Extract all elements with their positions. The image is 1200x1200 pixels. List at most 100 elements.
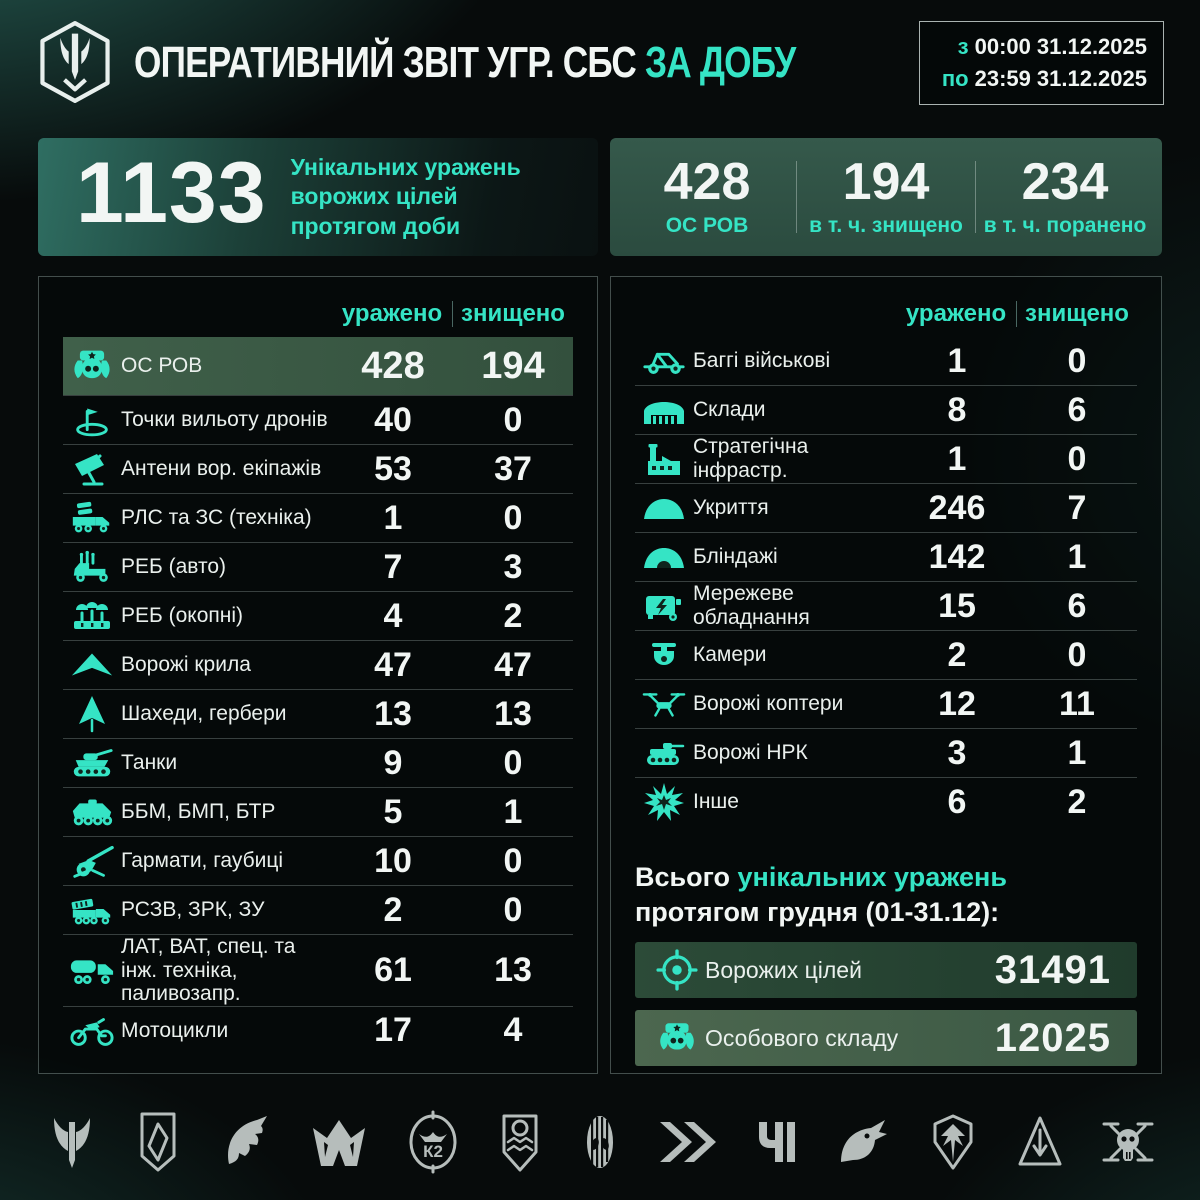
row-divider	[63, 395, 573, 396]
radar-vehicle-icon	[63, 500, 121, 536]
title-accent: ЗА ДОБУ	[645, 38, 796, 87]
row-divider	[63, 689, 573, 690]
satellite-dish-icon	[63, 450, 121, 488]
daily-total-label: Унікальних уражень ворожих цілей протяго…	[290, 153, 521, 239]
ugv-icon	[635, 738, 693, 768]
unit-logos-bar: К2	[0, 1074, 1200, 1196]
row-divider	[635, 728, 1137, 729]
row-divider	[63, 542, 573, 543]
targets-panel-right: уражено знищено Баггі військові 1 0	[610, 276, 1162, 1074]
skull-drone-logo	[1100, 1116, 1156, 1168]
table-row-ew-auto: РЕБ (авто) 7 3	[63, 543, 573, 591]
skull-ushanka-icon	[63, 344, 121, 388]
row-divider	[635, 434, 1137, 435]
sbs-trident-hexagon-logo	[36, 20, 114, 109]
row-divider	[63, 640, 573, 641]
card-divider	[796, 161, 797, 233]
period-to: по 23:59 31.12.2025	[941, 66, 1147, 91]
table-row-infrastructure: Стратегічна інфрастр. 1 0	[635, 435, 1137, 483]
mlrs-icon	[63, 892, 121, 928]
cctv-camera-icon	[635, 640, 693, 670]
winged-trident-logo	[44, 1110, 100, 1174]
target-icon	[649, 949, 705, 991]
drone-launch-point-icon	[63, 402, 121, 438]
row-divider	[63, 836, 573, 837]
generator-icon	[635, 589, 693, 623]
row-divider	[635, 532, 1137, 533]
monthly-row-targets: Ворожих цілей 31491	[635, 942, 1137, 999]
table-row-flying-wings: Ворожі крила 47 47	[63, 641, 573, 689]
table-row-buggy: Баггі військові 1 0	[635, 337, 1137, 385]
row-divider	[63, 591, 573, 592]
monthly-summary: Всього унікальних уражень протягом грудн…	[635, 860, 1137, 1067]
table-row-ugv: Ворожі НРК 3 1	[635, 729, 1137, 777]
report-period-box: з 00:00 31.12.2025 по 23:59 31.12.2025	[918, 21, 1164, 105]
table-row-tanks: Танки 9 0	[63, 739, 573, 787]
row-hit-value: 428	[361, 344, 425, 387]
explosion-icon	[635, 782, 693, 822]
row-divider	[63, 787, 573, 788]
page-title: ОПЕРАТИВНИЙ ЗВІТ УГР. СБС ЗА ДОБУ	[134, 38, 892, 88]
table-header: уражено знищено	[905, 300, 1129, 327]
phoenix-logo	[217, 1112, 273, 1172]
header-divider	[1016, 301, 1017, 327]
buggy-icon	[635, 345, 693, 377]
arrowhead-logo	[1014, 1114, 1066, 1170]
ew-vehicle-icon	[63, 549, 121, 585]
table-row-warehouses: Склади 8 6	[635, 386, 1137, 434]
card-divider	[975, 161, 976, 233]
row-destroyed-value: 194	[481, 344, 545, 387]
chi-monogram-logo	[751, 1114, 799, 1170]
flying-wing-icon	[63, 650, 121, 680]
personnel-wounded: 234 в т. ч. поранено	[983, 153, 1147, 237]
table-header: уражено знищено	[341, 300, 565, 327]
table-row-radar: РЛС та ЗС (техніка) 1 0	[63, 494, 573, 542]
truck-icon	[63, 953, 121, 987]
table-row-mlrs: РСЗВ, ЗРК, ЗУ 2 0	[63, 886, 573, 934]
eagle-head-logo	[833, 1114, 893, 1170]
table-row-network-equipment: Мережеве обладнання 15 6	[635, 582, 1137, 630]
crown-trident-logo	[307, 1112, 371, 1172]
row-divider	[635, 483, 1137, 484]
monthly-title: Всього унікальних уражень протягом грудн…	[635, 862, 1007, 928]
row-divider	[63, 885, 573, 886]
eagle-shield-logo	[927, 1112, 979, 1172]
motorcycle-icon	[63, 1015, 121, 1047]
svg-text:К2: К2	[423, 1142, 443, 1161]
table-row-artillery: Гармати, гаубиці 10 0	[63, 837, 573, 885]
factory-icon	[635, 441, 693, 477]
row-divider	[63, 738, 573, 739]
table-row-shelters: Укриття 246 7	[635, 484, 1137, 532]
k2-battalion-logo: К2	[405, 1110, 461, 1174]
ew-trench-icon	[63, 598, 121, 634]
howitzer-icon	[63, 843, 121, 879]
diamond-shield-logo	[134, 1110, 182, 1174]
table-row-os-rov: ОС РОВ 428 194	[63, 337, 573, 395]
personnel-hit: 428 ОС РОВ	[663, 153, 751, 237]
row-divider	[63, 934, 573, 935]
tank-icon	[63, 746, 121, 780]
skull-ushanka-icon	[649, 1017, 705, 1059]
row-divider	[63, 493, 573, 494]
quadcopter-icon	[635, 689, 693, 719]
row-divider	[635, 385, 1137, 386]
warehouse-icon	[635, 394, 693, 426]
row-divider	[635, 679, 1137, 680]
table-row-drone-launch: Точки вильоту дронів 40 0	[63, 396, 573, 444]
daily-total-value: 1133	[76, 144, 267, 241]
table-row-trucks: ЛАТ, ВАТ, спец. та інж. техніка, паливоз…	[63, 935, 573, 1006]
table-row-shahed: Шахеди, гербери 13 13	[63, 690, 573, 738]
target-tables: уражено знищено ОС РОВ 428	[0, 256, 1200, 1074]
row-divider	[63, 1005, 573, 1007]
summary-cards: 1133 Унікальних уражень ворожих цілей пр…	[0, 126, 1200, 256]
shelter-icon	[635, 495, 693, 521]
bunker-icon	[635, 544, 693, 570]
table-row-other: Інше 6 2	[635, 778, 1137, 826]
title-main: ОПЕРАТИВНИЙ ЗВІТ УГР. СБС	[134, 38, 637, 87]
table-row-ew-trench: РЕБ (окопні) 4 2	[63, 592, 573, 640]
personnel-card: 428 ОС РОВ 194 в т. ч. знищено 234 в т. …	[610, 138, 1162, 256]
header: ОПЕРАТИВНИЙ ЗВІТ УГР. СБС ЗА ДОБУ з 00:00…	[0, 0, 1200, 126]
daily-total-card: 1133 Унікальних уражень ворожих цілей пр…	[38, 138, 598, 256]
alien-skull-logo	[578, 1110, 622, 1174]
